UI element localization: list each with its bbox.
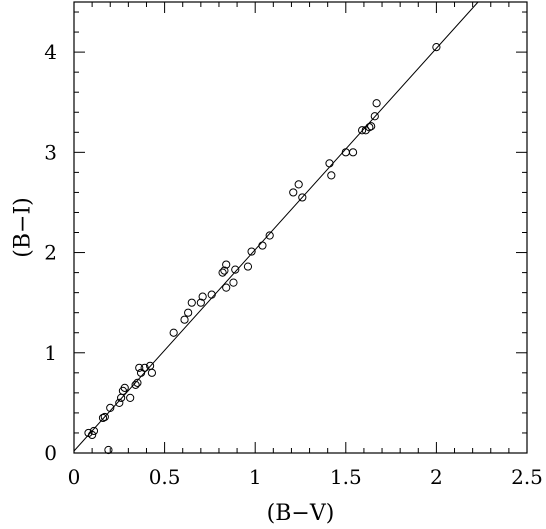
data-point [207, 290, 216, 299]
x-tick-label: 1.5 [330, 465, 362, 489]
y-tick-label: 0 [44, 441, 57, 465]
data-point [289, 188, 298, 197]
data-point [184, 308, 193, 317]
data-point [88, 430, 97, 440]
axis-ticks [73, 2, 528, 454]
data-point [218, 268, 227, 277]
data-point [367, 122, 376, 131]
data-point [222, 283, 231, 292]
data-point [294, 180, 303, 189]
data-point [136, 368, 146, 377]
y-tick-label: 1 [44, 341, 57, 365]
data-point [100, 412, 109, 422]
y-axis-title: (B−I) [11, 197, 36, 257]
data-point [243, 262, 253, 271]
data-point [220, 266, 229, 275]
data-point [432, 43, 441, 52]
data-point [265, 231, 274, 240]
data-point [298, 193, 307, 202]
data-point [120, 383, 129, 392]
data-point [358, 126, 367, 135]
data-point [126, 393, 135, 402]
x-tick-label: 1 [249, 465, 262, 489]
data-point [187, 298, 196, 307]
data-point [196, 298, 205, 307]
data-point [231, 265, 240, 274]
y-tick-label: 4 [44, 40, 57, 64]
data-point [131, 380, 140, 389]
x-tick-label: 0.5 [149, 465, 181, 489]
data-point [106, 403, 115, 412]
data-point [117, 393, 126, 402]
data-point [325, 159, 334, 168]
data-point [348, 148, 358, 157]
fit-line-layer [73, 1, 479, 452]
data-points [84, 43, 441, 455]
data-point [140, 363, 149, 372]
data-point [365, 123, 374, 132]
data-point [89, 426, 99, 436]
data-point [133, 378, 142, 387]
data-point [98, 413, 108, 423]
x-tick-label: 0 [68, 465, 81, 489]
data-point [372, 99, 381, 108]
data-point [135, 363, 144, 372]
data-point [180, 315, 189, 324]
data-point [229, 278, 238, 287]
data-point [222, 260, 231, 269]
data-point [115, 398, 124, 407]
data-point [258, 241, 267, 250]
fit-line [73, 1, 479, 452]
plot-frame [73, 1, 528, 454]
data-point [327, 171, 336, 180]
data-point [370, 112, 379, 121]
y-tick-label: 2 [44, 241, 57, 265]
y-tick-label: 3 [44, 140, 57, 164]
data-point [147, 368, 157, 377]
x-tick-label: 2 [430, 465, 443, 489]
data-point [247, 247, 256, 256]
data-point [198, 292, 207, 301]
tick-labels: 0 0.5 1 1.5 2 2.5 0 1 2 3 4 [44, 40, 543, 489]
x-axis-title: (B−V) [267, 501, 335, 526]
x-tick-label: 2.5 [511, 465, 543, 489]
data-point [169, 328, 178, 337]
